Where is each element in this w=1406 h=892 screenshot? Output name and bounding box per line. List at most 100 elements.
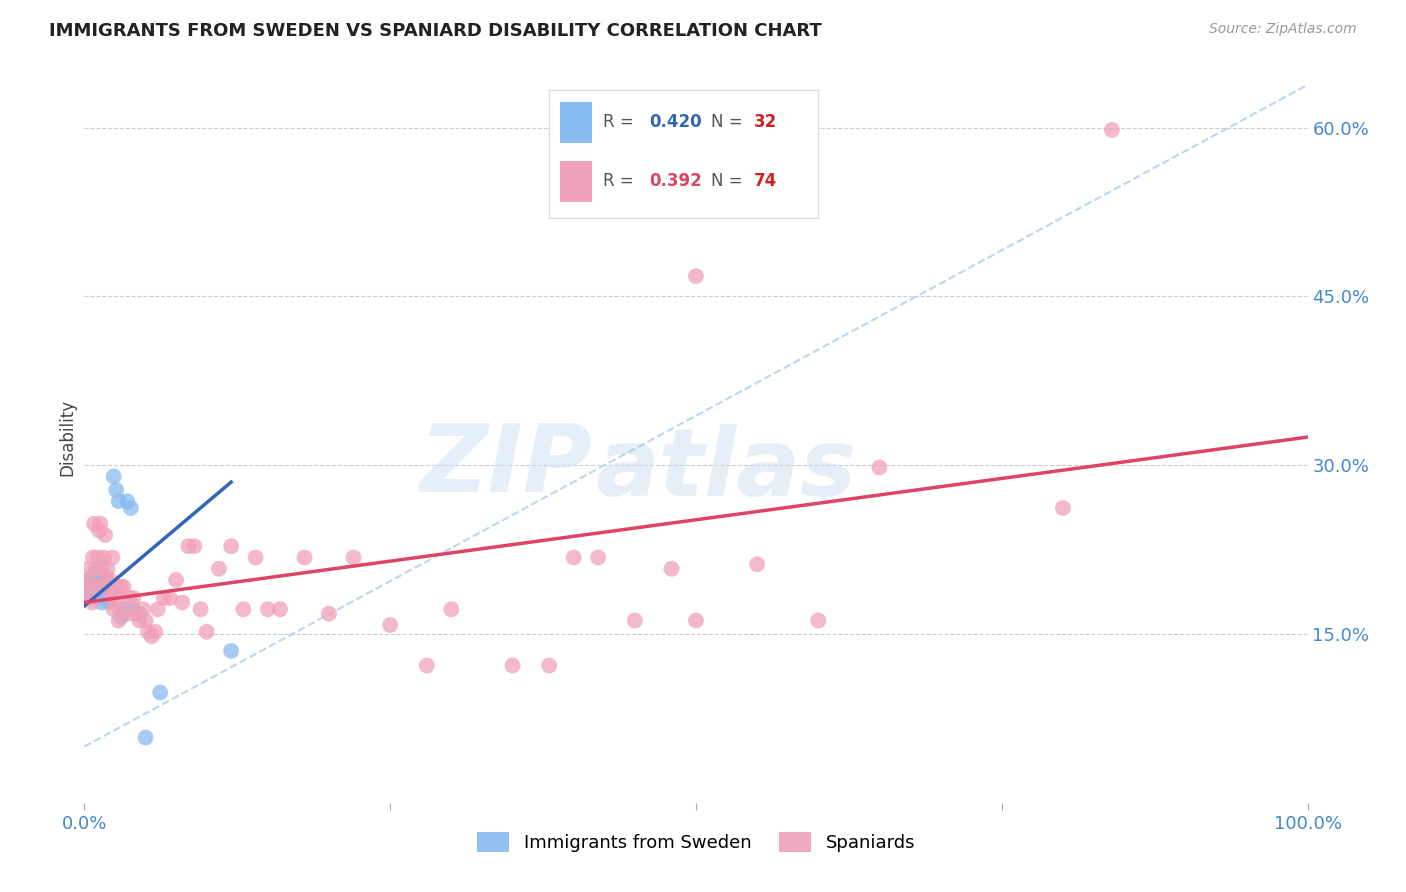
Point: [93, 550, 115, 565]
Point: [141, 629, 163, 643]
Point: [94, 528, 117, 542]
Point: [159, 591, 181, 605]
Point: [77, 576, 100, 591]
Point: [624, 614, 647, 628]
Point: [118, 591, 141, 605]
Point: [77, 573, 100, 587]
Point: [98, 573, 121, 587]
Point: [269, 602, 291, 616]
Point: [77, 588, 100, 602]
Point: [208, 562, 231, 576]
Point: [90, 595, 112, 609]
Point: [104, 580, 127, 594]
Point: [869, 460, 891, 475]
Point: [79, 591, 101, 605]
Point: [153, 591, 176, 605]
Point: [89, 516, 111, 531]
Point: [661, 562, 683, 576]
Text: ZIP: ZIP: [419, 420, 592, 512]
Point: [112, 602, 135, 616]
Point: [115, 494, 138, 508]
Point: [416, 658, 439, 673]
Point: [1101, 123, 1123, 137]
Point: [172, 595, 194, 609]
Point: [135, 731, 157, 745]
Point: [232, 602, 254, 616]
Point: [82, 580, 104, 594]
Point: [86, 562, 108, 576]
Point: [87, 591, 110, 605]
Point: [97, 580, 120, 594]
Text: IMMIGRANTS FROM SWEDEN VS SPANIARD DISABILITY CORRELATION CHART: IMMIGRANTS FROM SWEDEN VS SPANIARD DISAB…: [49, 22, 823, 40]
Point: [112, 580, 135, 594]
Point: [125, 607, 148, 621]
Point: [132, 602, 155, 616]
Text: Source: ZipAtlas.com: Source: ZipAtlas.com: [1209, 22, 1357, 37]
Point: [110, 610, 132, 624]
Text: atlas: atlas: [596, 424, 856, 516]
Point: [380, 618, 402, 632]
Point: [195, 624, 218, 639]
Point: [128, 607, 150, 621]
Point: [103, 602, 125, 616]
Point: [136, 624, 159, 639]
Point: [122, 602, 145, 616]
Point: [143, 624, 166, 639]
Point: [538, 658, 561, 673]
Point: [219, 539, 242, 553]
Point: [96, 573, 118, 587]
Point: [80, 571, 103, 585]
Point: [108, 602, 131, 616]
Point: [177, 539, 200, 553]
Point: [110, 580, 132, 594]
Point: [101, 550, 124, 565]
Point: [165, 573, 187, 587]
Point: [89, 585, 111, 599]
Point: [115, 607, 138, 621]
Point: [97, 591, 120, 605]
Point: [122, 591, 145, 605]
Point: [91, 580, 114, 594]
Point: [76, 580, 98, 594]
Point: [685, 614, 707, 628]
Point: [83, 516, 105, 531]
Point: [747, 558, 769, 572]
Point: [80, 595, 103, 609]
Point: [105, 591, 128, 605]
Point: [97, 562, 120, 576]
Point: [257, 602, 280, 616]
Point: [107, 614, 129, 628]
Point: [77, 562, 100, 576]
Point: [107, 494, 129, 508]
Point: [318, 607, 340, 621]
Point: [97, 595, 120, 609]
Point: [93, 584, 115, 599]
Point: [219, 644, 242, 658]
Point: [87, 524, 110, 538]
Point: [105, 580, 128, 594]
Point: [562, 550, 585, 565]
Point: [105, 483, 128, 497]
Point: [807, 614, 830, 628]
Point: [90, 580, 112, 594]
Point: [440, 602, 463, 616]
Point: [84, 565, 107, 579]
Point: [135, 614, 157, 628]
Point: [1052, 500, 1074, 515]
Point: [294, 550, 316, 565]
Point: [87, 580, 110, 594]
Point: [245, 550, 267, 565]
Point: [190, 602, 212, 616]
Point: [502, 658, 524, 673]
Point: [84, 580, 107, 594]
Point: [96, 588, 118, 602]
Point: [120, 500, 142, 515]
Point: [87, 550, 110, 565]
Point: [86, 573, 108, 587]
Point: [100, 584, 122, 599]
Legend: Immigrants from Sweden, Spaniards: Immigrants from Sweden, Spaniards: [470, 824, 922, 860]
Point: [103, 469, 125, 483]
Point: [100, 591, 122, 605]
Point: [146, 602, 169, 616]
Point: [149, 685, 172, 699]
